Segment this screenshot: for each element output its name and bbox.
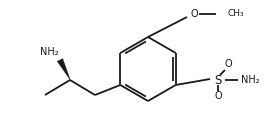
Text: O: O — [224, 59, 232, 69]
Polygon shape — [57, 59, 70, 80]
Text: O: O — [214, 91, 222, 101]
Text: CH₃: CH₃ — [227, 10, 244, 18]
Text: O: O — [190, 9, 198, 19]
Text: NH₂: NH₂ — [241, 75, 259, 85]
Text: NH₂: NH₂ — [40, 47, 58, 57]
Text: S: S — [214, 74, 222, 86]
